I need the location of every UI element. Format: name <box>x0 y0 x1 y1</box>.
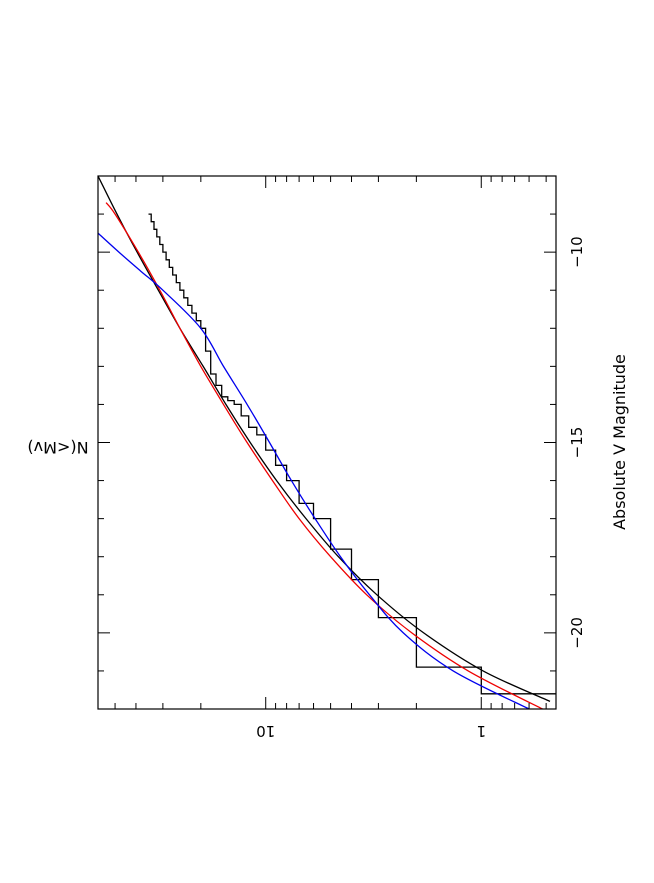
x-tick-label: −20 <box>568 617 586 649</box>
model-curve-1 <box>98 176 551 702</box>
x-tick-label: −10 <box>568 236 586 268</box>
ticks-layer: −20 −15 −10 1 10 <box>97 175 586 740</box>
marks-layer <box>98 176 556 709</box>
x-tick-label: −15 <box>568 427 586 459</box>
y-tick-label: 1 <box>477 722 487 740</box>
model-curve-3 <box>98 232 530 709</box>
x-axis-label: Absolute V Magnitude <box>610 354 629 530</box>
histogram-series <box>148 213 556 695</box>
model-curve-2 <box>105 202 543 709</box>
y-tick-label: 10 <box>256 722 275 740</box>
y-axis-label: N(<Mv) <box>27 438 88 457</box>
